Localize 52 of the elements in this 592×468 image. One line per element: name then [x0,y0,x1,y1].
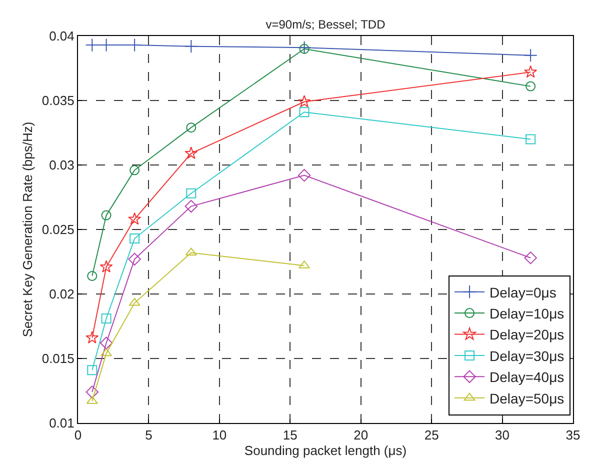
point [524,252,537,264]
point [524,65,538,78]
x-tick-label: 35 [566,428,580,443]
point [299,107,310,118]
point [101,210,112,220]
legend-label: Delay=20μs [490,326,564,343]
legend-label: Delay=40μs [490,369,564,386]
x-tick-label: 0 [74,428,82,443]
y-axis-title: Secret Key Generation Rate (bps/Hz) [20,122,35,338]
point [297,40,312,54]
point [184,40,198,54]
legend-label: Delay=50μs [490,390,564,406]
point [186,188,196,198]
legend-label: Delay=0μs [490,284,556,300]
x-tick-label: 30 [495,428,510,443]
point [524,48,538,62]
y-tick-label: 0.015 [42,351,74,366]
point [86,386,98,398]
legend-label: Delay=10μs [490,306,564,322]
point [86,331,99,344]
point [87,365,98,376]
point [298,168,311,182]
point [526,134,536,144]
x-tick-label: 10 [212,428,227,443]
y-tick-label: 0.025 [42,222,74,238]
point [100,260,113,273]
y-tick-label: 0.02 [49,286,74,302]
point [186,122,196,133]
x-tick-label: 20 [354,428,368,443]
y-tick-label: 0.03 [49,158,74,173]
point [298,94,311,108]
point [184,146,198,159]
y-tick-label: 0.01 [49,416,74,431]
point [128,212,142,225]
point [100,348,112,356]
x-tick-label: 5 [145,428,152,443]
x-tick-label: 25 [424,428,439,443]
chart-title: v=90m/s; Bessel; TDD [266,17,386,32]
point [128,252,141,266]
point [526,81,536,92]
point [299,44,310,54]
x-axis-title: Sounding packet length (μs) [244,443,407,458]
point [101,314,112,324]
x-tick-label: 15 [282,428,298,443]
y-tick-label: 0.04 [49,28,74,44]
point [87,270,98,281]
y-tick-label: 0.035 [42,93,74,108]
point [130,234,140,244]
point [130,165,140,176]
legend-label: Delay=30μs [490,348,564,364]
point [100,336,113,350]
point [184,200,198,213]
